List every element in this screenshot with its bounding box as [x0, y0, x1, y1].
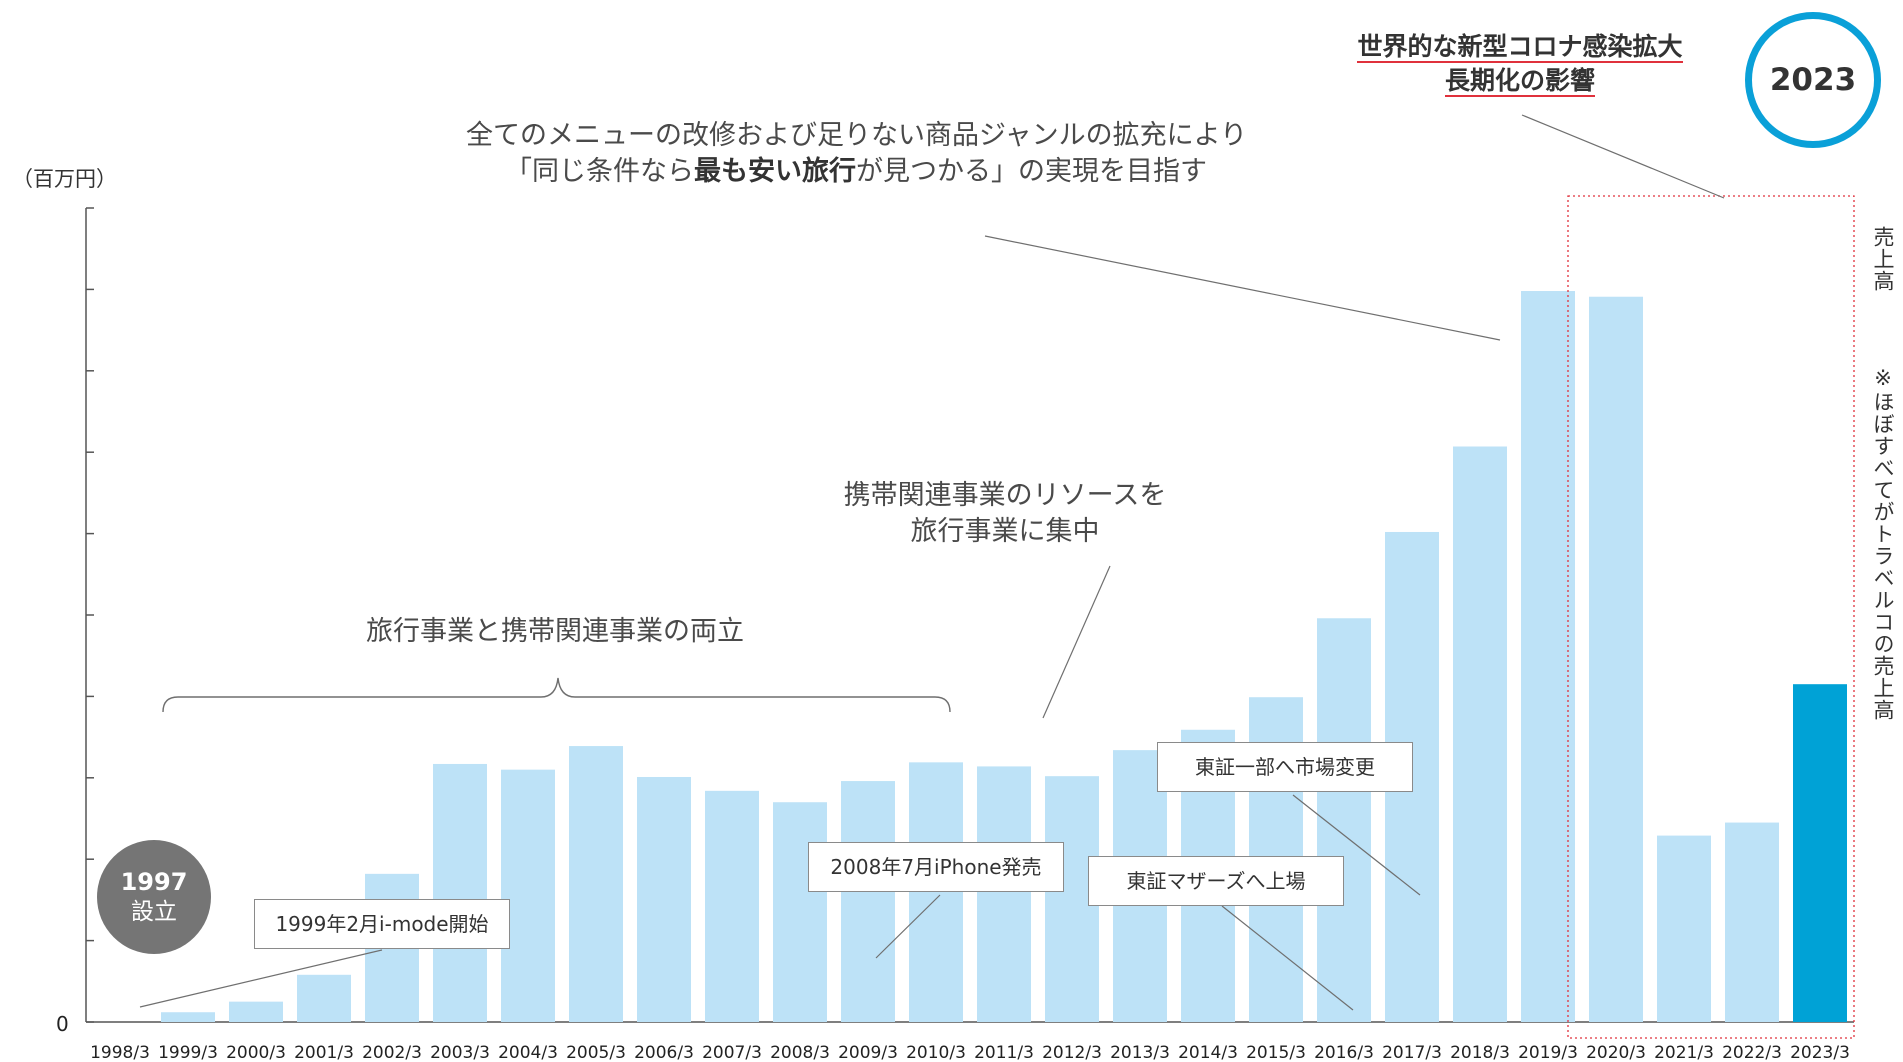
covid-period-box	[1567, 195, 1855, 1039]
tse-first-section-label: 東証一部へ市場変更	[1157, 742, 1413, 792]
x-tick-label: 2023/3	[1790, 1043, 1850, 1062]
covid-note-line1: 世界的な新型コロナ感染拡大	[1357, 32, 1683, 63]
x-tick-label: 2008/3	[770, 1043, 830, 1062]
x-tick-label: 2010/3	[906, 1043, 966, 1062]
covid-note: 世界的な新型コロナ感染拡大 長期化の影響	[1330, 30, 1710, 98]
founded-year: 1997	[120, 868, 188, 896]
y-axis-unit-label: （百万円）	[12, 167, 117, 191]
right-axis-label: 売上高	[1871, 226, 1895, 292]
x-tick-label: 2006/3	[634, 1043, 694, 1062]
menu-note-bold: 最も安い旅行	[694, 156, 856, 187]
x-tick-label: 2011/3	[974, 1043, 1034, 1062]
x-tick-label: 2003/3	[430, 1043, 490, 1062]
x-tick-label: 2001/3	[294, 1043, 354, 1062]
bar-2003-3	[433, 763, 487, 1022]
x-tick-label: 2018/3	[1450, 1043, 1510, 1062]
bar-2005-3	[569, 746, 623, 1022]
right-note: ※ほぼすべてがトラベルコの売上高	[1871, 366, 1895, 721]
year-2023-badge: 2023	[1745, 12, 1881, 148]
bar-2010-3	[909, 762, 963, 1022]
menu-expansion-note: 全てのメニューの改修および足りない商品ジャンルの拡充により 「同じ条件なら最も安…	[466, 118, 1248, 190]
bar-2004-3	[501, 769, 555, 1022]
x-tick-label: 2014/3	[1178, 1043, 1238, 1062]
x-tick-label: 2020/3	[1586, 1043, 1646, 1062]
covid-leader-line	[1521, 114, 1725, 199]
bar-2007-3	[705, 790, 759, 1022]
founded-1997-badge: 1997 設立	[97, 840, 211, 954]
x-tick-label: 2022/3	[1722, 1043, 1782, 1062]
bar-2020-3	[1589, 296, 1643, 1022]
founded-label: 設立	[131, 899, 177, 925]
x-tick-label: 2009/3	[838, 1043, 898, 1062]
bar-2016-3	[1317, 618, 1371, 1022]
resource-note-line1: 携帯関連事業のリソースを	[843, 480, 1167, 511]
x-tick-label: 2000/3	[226, 1043, 286, 1062]
x-tick-label: 2004/3	[498, 1043, 558, 1062]
imode-leader-line	[139, 949, 383, 1008]
bar-2023-3	[1793, 684, 1847, 1022]
x-tick-label: 2019/3	[1518, 1043, 1578, 1062]
covid-note-line2: 長期化の影響	[1444, 66, 1595, 97]
menu-leader-line	[984, 235, 1501, 341]
bar-2008-3	[773, 802, 827, 1022]
x-tick-label: 1998/3	[90, 1043, 150, 1062]
x-tick-label: 2013/3	[1110, 1043, 1170, 1062]
resource-leader-line	[1042, 565, 1111, 719]
imode-label: 1999年2月i-mode開始	[254, 899, 510, 949]
x-tick-label: 2002/3	[362, 1043, 422, 1062]
y-axis-zero-label: 0	[56, 1012, 69, 1036]
x-tick-label: 2021/3	[1654, 1043, 1714, 1062]
bar-2021-3	[1657, 835, 1711, 1022]
menu-note-line2: 「同じ条件なら最も安い旅行が見つかる」の実現を目指す	[505, 156, 1207, 187]
bar-2018-3	[1453, 446, 1507, 1022]
menu-note-line1: 全てのメニューの改修および足りない商品ジャンルの拡充により	[466, 120, 1248, 151]
mothers-leader-line	[1221, 905, 1354, 1011]
x-tick-label: 2016/3	[1314, 1043, 1374, 1062]
dual-business-brace	[162, 677, 951, 713]
x-tick-label: 2015/3	[1246, 1043, 1306, 1062]
iphone-leader-line	[875, 894, 941, 959]
bar-2006-3	[637, 776, 691, 1022]
bar-2022-3	[1725, 822, 1779, 1022]
bar-2001-3	[297, 974, 351, 1022]
x-tick-label: 2012/3	[1042, 1043, 1102, 1062]
x-tick-label: 2005/3	[566, 1043, 626, 1062]
x-tick-label: 1999/3	[158, 1043, 218, 1062]
iphone-label: 2008年7月iPhone発売	[808, 842, 1064, 892]
bar-1999-3	[161, 1012, 215, 1022]
bar-2019-3	[1521, 291, 1575, 1022]
bar-2000-3	[229, 1001, 283, 1022]
resource-note-line2: 旅行事業に集中	[910, 516, 1100, 547]
x-tick-label: 2017/3	[1382, 1043, 1442, 1062]
x-tick-label: 2007/3	[702, 1043, 762, 1062]
dual-business-note: 旅行事業と携帯関連事業の両立	[366, 616, 744, 647]
mothers-listing-label: 東証マザーズへ上場	[1088, 856, 1344, 906]
bar-2009-3	[841, 781, 895, 1022]
ichibu-leader-line	[1292, 794, 1421, 896]
resource-focus-note: 携帯関連事業のリソースを 旅行事業に集中	[805, 478, 1205, 550]
bar-2011-3	[977, 766, 1031, 1022]
